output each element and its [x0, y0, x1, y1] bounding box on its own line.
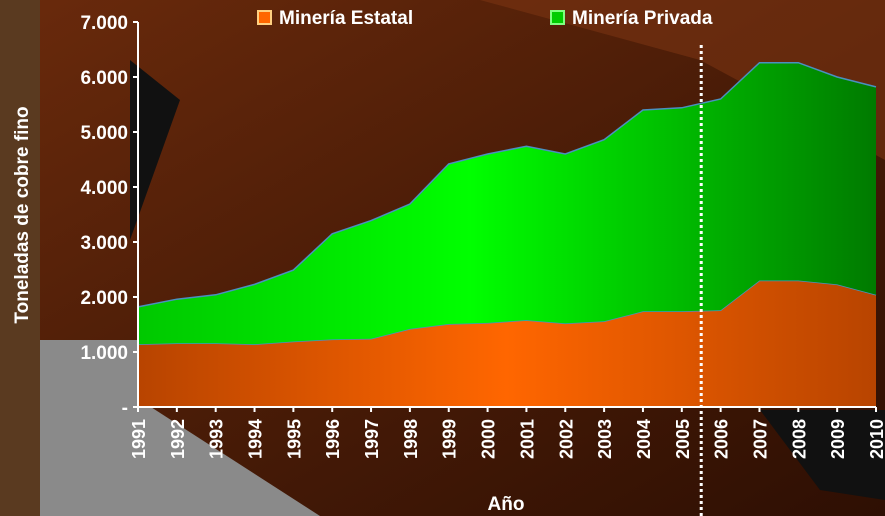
y-tick-label: 6.000	[80, 68, 128, 89]
x-tick-label: 1993	[207, 419, 227, 459]
decor	[130, 60, 180, 240]
legend-swatch	[550, 10, 565, 25]
x-tick-label: 1995	[284, 419, 304, 459]
x-tick-label: 2001	[517, 419, 537, 459]
decor	[760, 410, 885, 500]
x-tick-label: 2010	[867, 419, 885, 459]
x-tick-label: 1992	[168, 419, 188, 459]
decor	[140, 400, 320, 516]
x-tick-label: 2006	[712, 419, 732, 459]
y-tick-label: 2.000	[80, 288, 128, 309]
y-tick-label: 5.000	[80, 123, 128, 144]
y-tick-label: 3.000	[80, 233, 128, 254]
x-tick-label: 2000	[479, 419, 499, 459]
area-edge	[137, 61, 877, 308]
y-tick-label: -	[122, 398, 128, 419]
legend-swatch	[257, 10, 272, 25]
x-tick-label: 1996	[323, 419, 343, 459]
x-tick-label: 2007	[750, 419, 770, 459]
y-tick-label: 1.000	[80, 343, 128, 364]
decor	[480, 0, 885, 160]
area	[138, 280, 876, 407]
area	[138, 62, 876, 345]
y-axis-label: Toneladas de cobre fino	[12, 106, 33, 323]
decor	[0, 0, 40, 516]
x-tick-label: 1999	[440, 419, 460, 459]
x-tick-label: 1991	[129, 419, 149, 459]
legend-label: Minería Privada	[572, 8, 713, 29]
decor	[40, 340, 140, 516]
y-tick-label: 7.000	[80, 13, 128, 34]
x-tick-label: 1998	[401, 419, 421, 459]
x-tick-label: 1997	[362, 419, 382, 459]
x-tick-label: 2004	[634, 419, 654, 459]
y-tick-label: 4.000	[80, 178, 128, 199]
x-axis-label: Año	[488, 494, 525, 515]
x-tick-label: 1994	[246, 419, 266, 459]
x-tick-label: 2005	[673, 419, 693, 459]
x-tick-label: 2008	[789, 419, 809, 459]
legend-label: Minería Estatal	[279, 8, 413, 29]
x-tick-label: 2009	[828, 419, 848, 459]
x-tick-label: 2003	[595, 419, 615, 459]
x-tick-label: 2002	[556, 419, 576, 459]
